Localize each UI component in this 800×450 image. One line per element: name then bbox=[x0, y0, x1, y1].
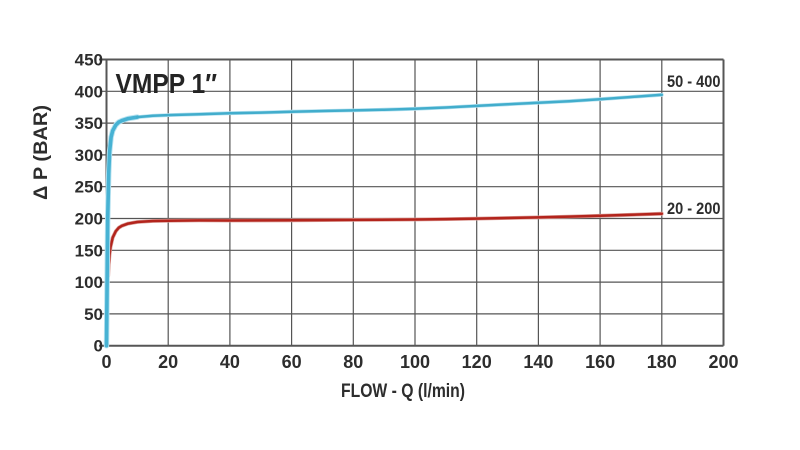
svg-text:VMPP 1″: VMPP 1″ bbox=[116, 68, 218, 99]
svg-text:160: 160 bbox=[585, 352, 615, 372]
svg-text:50 - 400: 50 - 400 bbox=[667, 73, 721, 91]
svg-text:150: 150 bbox=[75, 241, 103, 260]
svg-text:20 - 200: 20 - 200 bbox=[667, 200, 721, 218]
svg-text:350: 350 bbox=[75, 114, 103, 133]
svg-text:180: 180 bbox=[647, 352, 677, 372]
svg-text:450: 450 bbox=[75, 51, 103, 70]
svg-text:200: 200 bbox=[708, 352, 738, 372]
svg-text:0: 0 bbox=[101, 352, 111, 372]
svg-text:100: 100 bbox=[75, 273, 103, 292]
svg-text:40: 40 bbox=[220, 352, 240, 372]
svg-text:100: 100 bbox=[400, 352, 430, 372]
svg-text:400: 400 bbox=[75, 82, 103, 101]
svg-text:140: 140 bbox=[523, 352, 553, 372]
svg-text:FLOW - Q (l/min): FLOW - Q (l/min) bbox=[341, 381, 465, 402]
svg-text:80: 80 bbox=[343, 352, 363, 372]
svg-text:50: 50 bbox=[84, 305, 103, 324]
svg-text:300: 300 bbox=[75, 146, 103, 165]
svg-text:200: 200 bbox=[75, 210, 103, 229]
svg-text:250: 250 bbox=[75, 178, 103, 197]
svg-text:20: 20 bbox=[158, 352, 178, 372]
svg-text:Δ P (BAR): Δ P (BAR) bbox=[31, 105, 52, 200]
svg-text:0: 0 bbox=[94, 337, 103, 356]
svg-text:120: 120 bbox=[462, 352, 492, 372]
svg-text:60: 60 bbox=[282, 352, 302, 372]
